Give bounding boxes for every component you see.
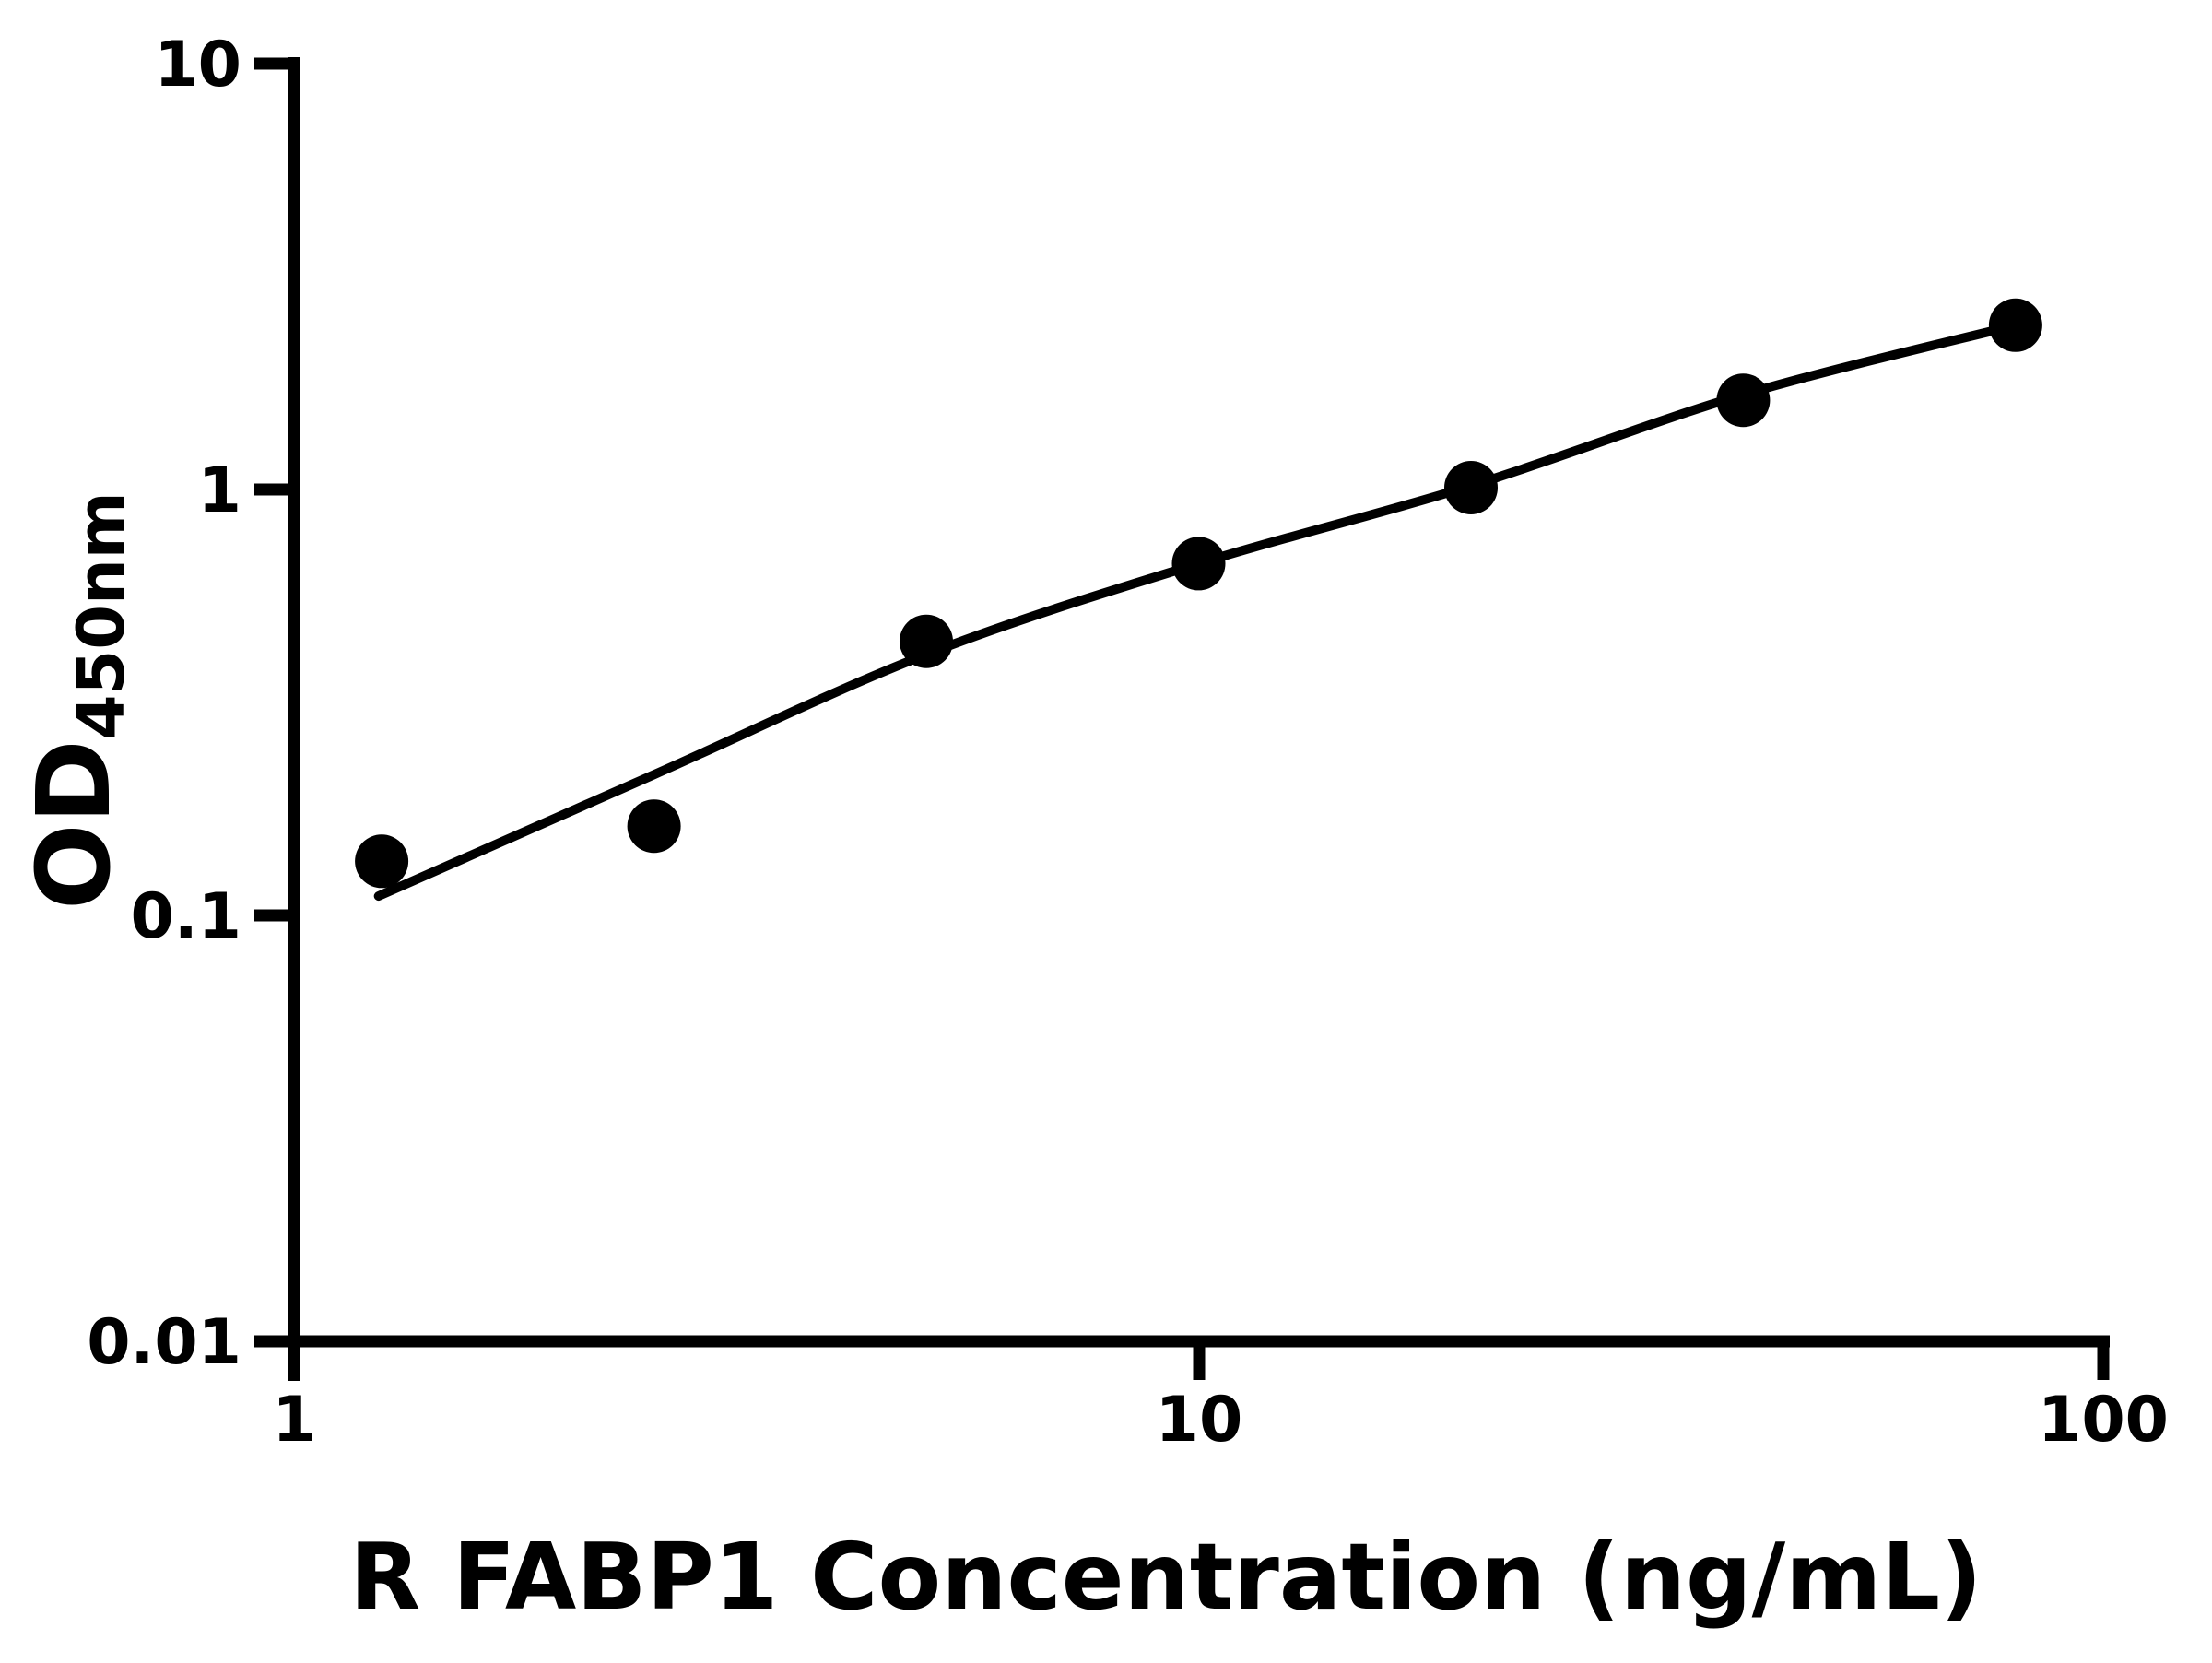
y-axis-title-base: OD xyxy=(15,739,133,910)
y-axis-title: OD450nm xyxy=(15,491,139,910)
y-tick-label: 1 xyxy=(198,454,241,527)
data-point-marker xyxy=(1171,537,1226,591)
y-tick-label: 0.01 xyxy=(87,1306,241,1379)
x-axis-ticks xyxy=(288,1341,2110,1380)
x-tick-label: 100 xyxy=(2038,1384,2169,1457)
data-point-marker xyxy=(1716,373,1771,428)
data-point-marker xyxy=(355,834,409,889)
data-point-marker xyxy=(1988,298,2042,352)
y-axis-ticks xyxy=(254,57,294,1348)
data-point-marker xyxy=(1444,461,1498,514)
data-point-marker xyxy=(900,614,953,668)
x-tick-label: 1 xyxy=(272,1384,315,1457)
y-axis-tick-labels: 0.01 0.1 1 10 xyxy=(87,29,241,1379)
x-axis-tick-labels: 1 10 100 xyxy=(272,1384,2169,1457)
y-axis-title-subscript: 450nm xyxy=(64,491,139,739)
x-tick-label: 10 xyxy=(1156,1384,1243,1457)
y-tick-label: 10 xyxy=(154,29,241,101)
x-axis-title: R FABP1 Concentration (ng/mL) xyxy=(349,1523,1983,1631)
data-point-marker xyxy=(627,799,681,854)
y-tick-label: 0.1 xyxy=(131,880,241,953)
data-points-group xyxy=(355,298,2042,889)
